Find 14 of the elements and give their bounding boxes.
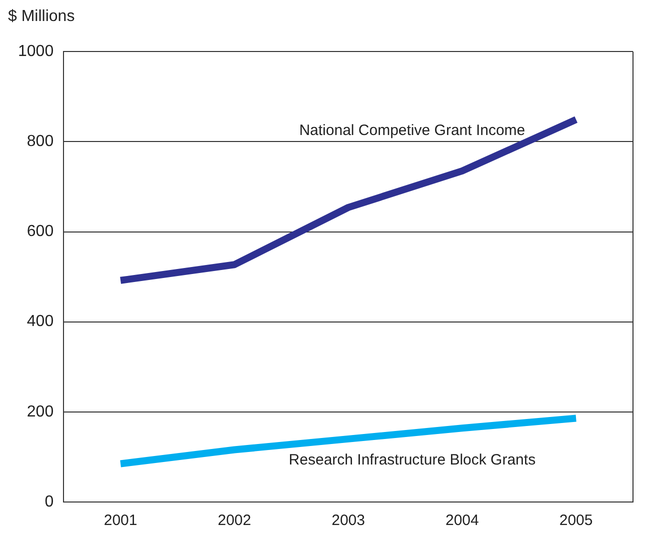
y-tick-label: 1000 <box>18 43 54 60</box>
x-tick-label: 2005 <box>559 512 593 530</box>
series-label: Research Infrastructure Block Grants <box>288 451 536 468</box>
x-tick-label: 2001 <box>104 512 138 530</box>
y-tick-label: 400 <box>26 313 54 330</box>
y-tick-label: 800 <box>26 133 54 150</box>
x-tick-label: 2002 <box>218 512 252 530</box>
series-label: National Competive Grant Income <box>299 122 526 140</box>
y-tick-label: 200 <box>26 403 54 420</box>
x-tick-label: 2004 <box>445 512 479 530</box>
y-axis-title: $ Millions <box>8 8 76 26</box>
y-tick-label: 0 <box>44 493 54 510</box>
y-tick-label: 600 <box>26 223 54 240</box>
x-tick-label: 2003 <box>332 512 365 530</box>
